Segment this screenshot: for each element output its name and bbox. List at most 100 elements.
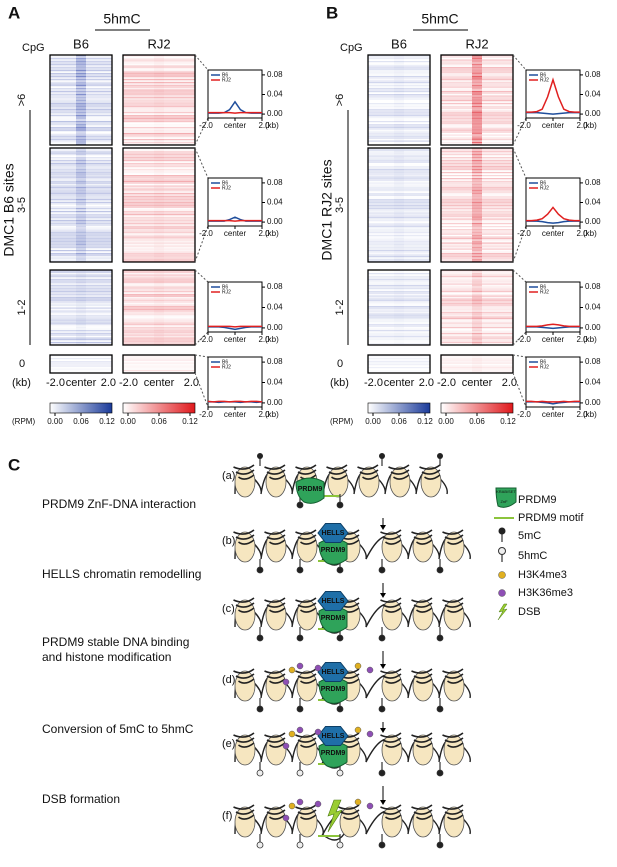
y-tick-label: 0.04	[267, 378, 283, 387]
legend-label: B6	[222, 359, 228, 365]
heatmap-center	[76, 65, 86, 67]
heatmap-center	[76, 76, 86, 78]
heatmap-streak	[123, 61, 195, 63]
heatmap-center	[76, 68, 86, 70]
heatmap-center	[76, 73, 86, 75]
heatmap-streak	[368, 98, 430, 100]
heatmap-streak	[368, 194, 430, 196]
nucleosome	[234, 599, 256, 631]
heatmap-streak	[50, 217, 112, 219]
heatmap-streak	[123, 178, 195, 180]
heatmap-center	[76, 298, 86, 300]
heatmap-streak	[368, 339, 430, 341]
x-tick-label: center	[224, 229, 247, 238]
legend-label: B6	[540, 284, 546, 290]
heatmap-streak	[50, 109, 112, 111]
nucleosome-wrap	[444, 737, 464, 743]
nucleosome-wrap	[416, 539, 433, 545]
heatmap-streak	[368, 306, 430, 308]
heatmap-center	[472, 336, 482, 338]
heatmap-center	[76, 303, 86, 305]
connector	[512, 54, 527, 71]
heatmap-center	[76, 142, 86, 144]
heatmap-streak	[441, 230, 513, 232]
heatmap-streak	[50, 91, 112, 93]
x-unit: (kb)	[583, 229, 597, 238]
heatmap-streak	[50, 295, 112, 297]
colorbar	[122, 402, 196, 414]
heatmap-center	[472, 79, 482, 81]
heatmap-center	[394, 196, 404, 197]
profile-frame	[525, 177, 581, 227]
heatmap-center	[472, 158, 482, 160]
h3k36me3	[314, 664, 322, 672]
heatmap-streak	[368, 170, 430, 172]
heatmap-streak	[50, 224, 112, 226]
heatmap-streak	[50, 113, 112, 115]
pin-5hmc	[336, 841, 344, 849]
heatmap-center	[394, 93, 404, 94]
heatmap-center	[472, 363, 482, 364]
heatmap-center	[472, 315, 482, 317]
heatmap-center	[394, 273, 404, 274]
heatmap-streak	[123, 187, 195, 189]
legend-label: B6	[540, 180, 546, 186]
heatmap-center	[154, 246, 164, 247]
heatmap-center	[154, 283, 164, 285]
heatmap-center	[472, 280, 482, 282]
pin-5mc	[336, 566, 344, 574]
heatmap-streak	[368, 56, 430, 58]
nucleosome-wrap	[326, 464, 348, 470]
cpg-header: CpG	[340, 42, 363, 54]
heatmap-streak	[123, 59, 195, 61]
heatmap-center	[154, 143, 164, 145]
heatmap-streak	[50, 166, 112, 168]
heatmap-center	[472, 340, 482, 342]
heatmap-streak	[50, 61, 112, 63]
heatmap-center	[394, 238, 404, 240]
pin-5mc	[436, 705, 444, 713]
heatmap-streak	[50, 106, 112, 108]
heatmap-center	[154, 187, 164, 189]
colorbar-tick-label: 0.12	[417, 417, 433, 426]
heatmap-streak	[441, 97, 513, 99]
heatmap-streak	[123, 152, 195, 154]
heatmap-streak	[441, 247, 513, 249]
heatmap-streak	[441, 297, 513, 299]
heatmap-streak	[50, 362, 112, 364]
legend-h3k4me3	[498, 571, 506, 579]
profile-line	[526, 323, 580, 328]
heatmap-streak	[50, 297, 112, 299]
heatmap-center	[76, 116, 86, 118]
x-tick-label: -2.0	[517, 410, 531, 419]
heatmap-streak	[50, 245, 112, 247]
nucleosome-wrap	[233, 804, 255, 810]
heatmap-center	[76, 88, 86, 90]
heatmap-center	[154, 77, 164, 79]
heatmap-center	[154, 240, 164, 241]
heatmap-center	[394, 187, 404, 188]
heatmap-streak	[123, 359, 195, 361]
heatmap-streak	[368, 291, 430, 293]
heatmap-streak	[441, 217, 513, 219]
heatmap-center	[154, 91, 164, 93]
heatmap-center	[76, 184, 86, 186]
heatmap-streak	[50, 340, 112, 342]
heatmap-streak	[50, 56, 112, 58]
column-label: B6	[391, 36, 407, 51]
nucleosome	[234, 734, 256, 766]
heatmap-streak	[50, 124, 112, 126]
heatmap-center	[154, 275, 164, 276]
heatmap-streak	[441, 370, 513, 372]
heatmap-center	[472, 128, 482, 130]
heatmap-streak	[441, 298, 513, 300]
heatmap-streak	[441, 325, 513, 327]
heatmap-streak	[441, 300, 513, 302]
colorbar	[367, 402, 431, 414]
heatmap-center	[154, 256, 164, 258]
heatmap-streak	[441, 334, 513, 336]
heatmap-center	[394, 214, 404, 216]
heatmap-center	[472, 294, 482, 296]
heatmap-center	[394, 57, 404, 58]
legend-label: B6	[222, 284, 228, 290]
